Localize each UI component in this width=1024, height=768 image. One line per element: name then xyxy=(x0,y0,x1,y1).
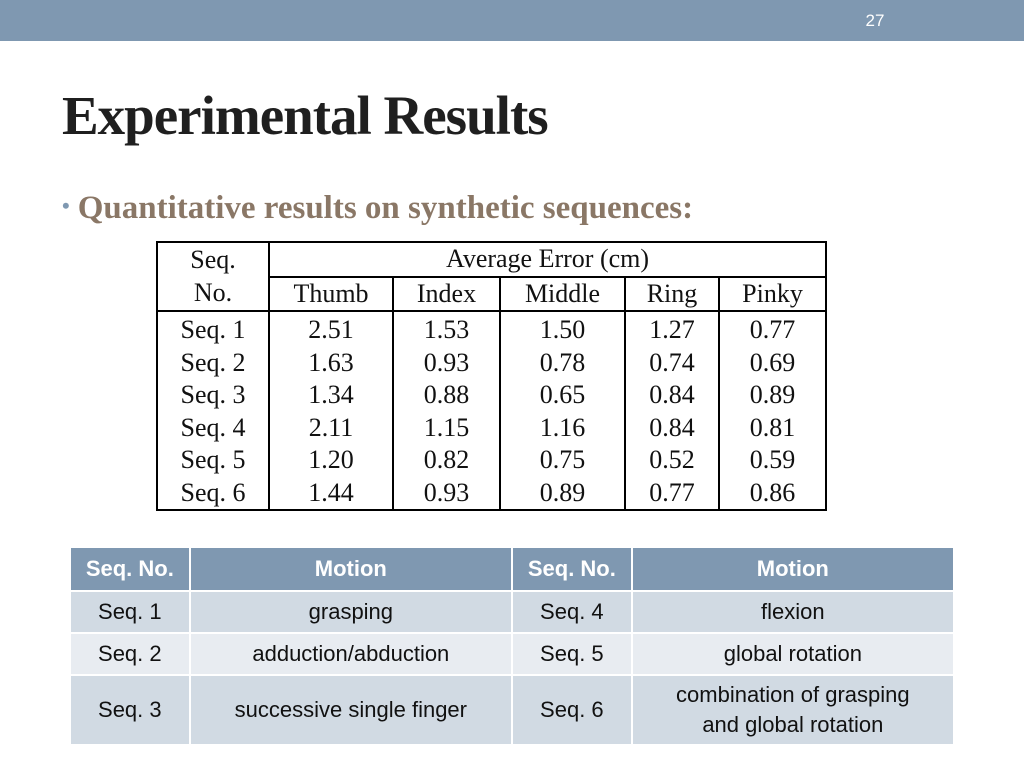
error-cell: 0.69 xyxy=(749,347,796,377)
motion-header-seq-no: Seq. No. xyxy=(69,546,191,592)
error-row: Seq. 5 1.20 0.82 0.75 0.52 0.59 xyxy=(157,444,826,477)
page-number: 27 xyxy=(865,11,885,30)
average-error-header: Average Error (cm) xyxy=(269,242,826,278)
error-cell: 0.77 xyxy=(749,315,796,344)
error-header-row-2: No. Thumb Index Middle Ring Pinky xyxy=(157,276,826,312)
motion-cell: flexion xyxy=(630,590,956,634)
motion-header-motion: Motion xyxy=(630,546,956,592)
error-cell: 2.11 xyxy=(269,411,394,444)
error-row-seq: Seq. 4 xyxy=(157,411,270,444)
error-row: Seq. 3 1.34 0.88 0.65 0.84 0.89 xyxy=(157,379,826,412)
motion-cell: combination of grasping and global rotat… xyxy=(630,674,956,746)
error-cell: 0.93 xyxy=(393,476,501,510)
error-row-seq: Seq. 6 xyxy=(157,476,270,510)
motion-cell: Seq. 1 xyxy=(69,590,191,634)
error-cell: 0.77 xyxy=(625,476,720,510)
motion-row: Seq. 1 grasping Seq. 4 flexion xyxy=(69,590,956,634)
error-cell: 1.16 xyxy=(500,411,626,444)
error-cell: 1.34 xyxy=(269,379,394,412)
error-cell: 1.53 xyxy=(393,311,501,347)
col-header-thumb: Thumb xyxy=(269,276,394,312)
col-header-pinky: Pinky xyxy=(719,276,826,312)
bullet-text: Quantitative results on synthetic sequen… xyxy=(77,190,694,226)
error-cell: 0.89 xyxy=(749,380,796,409)
error-row-seq: Seq. 5 xyxy=(157,444,270,477)
error-cell: 0.88 xyxy=(393,379,501,412)
motion-header-seq-no: Seq. No. xyxy=(511,546,633,592)
average-error-table: Seq. Average Error (cm) No. Thumb Index … xyxy=(156,241,827,511)
error-cell: 0.74 xyxy=(625,346,720,379)
top-bar xyxy=(0,0,1024,41)
error-row: Seq. 6 1.44 0.93 0.89 0.77 0.86 xyxy=(157,476,826,510)
error-row-seq: Seq. 1 xyxy=(157,311,270,347)
motion-cell: Seq. 5 xyxy=(511,632,633,676)
motion-row: Seq. 3 successive single finger Seq. 6 c… xyxy=(69,674,956,746)
error-cell: 0.75 xyxy=(500,444,626,477)
motion-table: Seq. No. Motion Seq. No. Motion Seq. 1 g… xyxy=(69,546,956,746)
slide-title: Experimental Results xyxy=(62,85,549,146)
error-cell: 0.84 xyxy=(625,411,720,444)
motion-cell: Seq. 3 xyxy=(69,674,191,746)
motion-cell: grasping xyxy=(188,590,514,634)
motion-row: Seq. 2 adduction/abduction Seq. 5 global… xyxy=(69,632,956,676)
error-cell: 0.52 xyxy=(625,444,720,477)
bullet-item: • Quantitative results on synthetic seque… xyxy=(62,190,693,227)
error-cell: 1.63 xyxy=(269,346,394,379)
motion-cell: global rotation xyxy=(630,632,956,676)
motion-cell: Seq. 2 xyxy=(69,632,191,676)
error-cell: 0.59 xyxy=(749,445,796,474)
error-row: Seq. 1 2.51 1.53 1.50 1.27 0.77 xyxy=(157,311,826,347)
motion-cell: Seq. 4 xyxy=(511,590,633,634)
error-cell: 0.89 xyxy=(500,476,626,510)
error-cell: 1.15 xyxy=(393,411,501,444)
col-header-index: Index xyxy=(393,276,501,312)
error-cell: 1.20 xyxy=(269,444,394,477)
error-cell: 0.84 xyxy=(625,379,720,412)
error-row: Seq. 4 2.11 1.15 1.16 0.84 0.81 xyxy=(157,411,826,444)
error-cell: 0.93 xyxy=(393,346,501,379)
error-row-seq: Seq. 2 xyxy=(157,346,270,379)
error-header-row-1: Seq. Average Error (cm) xyxy=(157,242,826,278)
error-cell: 0.86 xyxy=(749,477,796,507)
col-header-ring: Ring xyxy=(625,276,720,312)
error-cell: 0.81 xyxy=(749,412,796,442)
seq-header-bottom: No. xyxy=(157,276,270,312)
col-header-middle: Middle xyxy=(500,276,626,312)
motion-cell: adduction/abduction xyxy=(188,632,514,676)
error-cell: 1.50 xyxy=(500,311,626,347)
error-cell: 1.27 xyxy=(625,311,720,347)
error-cell: 1.44 xyxy=(269,476,394,510)
motion-header-row: Seq. No. Motion Seq. No. Motion xyxy=(69,546,956,592)
error-row-seq: Seq. 3 xyxy=(157,379,270,412)
error-cell: 0.65 xyxy=(500,379,626,412)
seq-header-top: Seq. xyxy=(157,242,270,277)
motion-cell: successive single finger xyxy=(188,674,514,746)
error-cell: 2.51 xyxy=(269,311,394,347)
motion-header-motion: Motion xyxy=(188,546,514,592)
error-row: Seq. 2 1.63 0.93 0.78 0.74 0.69 xyxy=(157,346,826,379)
error-cell: 0.82 xyxy=(393,444,501,477)
bullet-dot-icon: • xyxy=(62,193,70,218)
error-cell: 0.78 xyxy=(500,346,626,379)
motion-cell: Seq. 6 xyxy=(511,674,633,746)
